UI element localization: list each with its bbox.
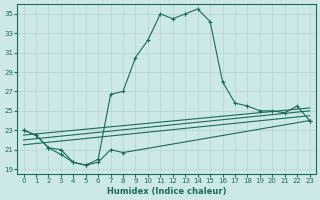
X-axis label: Humidex (Indice chaleur): Humidex (Indice chaleur): [107, 187, 226, 196]
